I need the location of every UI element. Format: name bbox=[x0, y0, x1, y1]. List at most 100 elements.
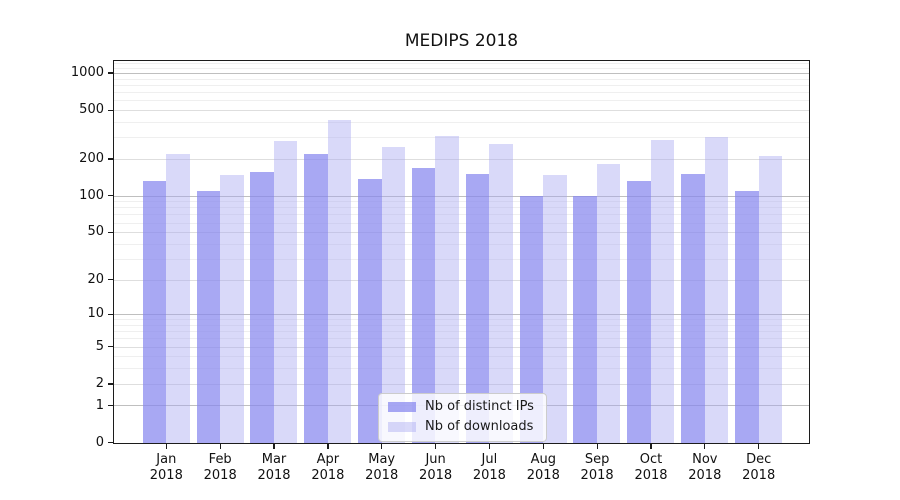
gridline-9 bbox=[113, 319, 809, 321]
gridline-700 bbox=[113, 91, 809, 93]
bar-downloads-jun bbox=[435, 136, 459, 443]
y-tick-label-100: 100 bbox=[79, 187, 104, 203]
legend-label-distinct-ips: Nb of distinct IPs bbox=[425, 399, 534, 414]
legend-item-distinct-ips: Nb of distinct IPs bbox=[388, 400, 534, 414]
gridline-30 bbox=[113, 258, 809, 260]
x-tick-label-mar: Mar 2018 bbox=[257, 452, 291, 483]
x-tick-label-nov: Nov 2018 bbox=[688, 452, 722, 483]
gridline-4 bbox=[113, 356, 809, 358]
x-tick-label-apr: Apr 2018 bbox=[311, 452, 345, 483]
y-tick-label-2: 2 bbox=[95, 375, 104, 391]
y-tick-mark-50 bbox=[107, 231, 113, 233]
gridline-600 bbox=[113, 100, 809, 102]
y-tick-label-10: 10 bbox=[87, 306, 104, 322]
gridline-7 bbox=[113, 331, 809, 333]
x-tick-label-feb: Feb 2018 bbox=[203, 452, 237, 483]
x-tick-mark-feb bbox=[219, 444, 221, 449]
y-tick-mark-5 bbox=[107, 346, 113, 348]
gridline-400 bbox=[113, 121, 809, 123]
bar-downloads-dec bbox=[758, 155, 782, 443]
bar-downloads-feb bbox=[220, 174, 244, 443]
bar-downloads-aug bbox=[543, 174, 567, 443]
x-tick-mark-oct bbox=[650, 444, 652, 449]
x-tick-mark-may bbox=[381, 444, 383, 449]
bar-downloads-sep bbox=[596, 164, 621, 443]
gridline-1200 bbox=[113, 63, 809, 65]
x-tick-mark-nov bbox=[704, 444, 706, 449]
y-tick-mark-100 bbox=[107, 195, 113, 197]
gridline-40 bbox=[113, 243, 809, 245]
bar-downloads-mar bbox=[273, 140, 298, 443]
y-tick-label-0: 0 bbox=[95, 434, 104, 450]
y-tick-mark-1 bbox=[107, 405, 113, 407]
gridline-500 bbox=[113, 109, 809, 111]
gridline-200 bbox=[113, 158, 809, 160]
legend-swatch-downloads bbox=[388, 422, 416, 432]
bar-distinct-ips-feb bbox=[196, 190, 220, 443]
x-tick-mark-mar bbox=[273, 444, 275, 449]
x-tick-mark-sep bbox=[596, 444, 598, 449]
gridline-100 bbox=[113, 195, 809, 197]
gridline-800 bbox=[113, 84, 809, 86]
x-tick-mark-aug bbox=[542, 444, 544, 449]
x-tick-label-jun: Jun 2018 bbox=[419, 452, 453, 483]
bar-downloads-nov bbox=[704, 136, 729, 443]
gridline-6 bbox=[113, 338, 809, 340]
bar-distinct-ips-jun bbox=[411, 167, 436, 443]
gridline-3 bbox=[113, 368, 809, 370]
bar-downloads-apr bbox=[327, 119, 352, 443]
x-tick-mark-jun bbox=[434, 444, 437, 449]
y-tick-label-500: 500 bbox=[79, 102, 104, 118]
x-tick-mark-apr bbox=[327, 444, 329, 449]
gridline-70 bbox=[113, 214, 809, 216]
plot-area bbox=[112, 59, 810, 444]
y-tick-mark-0 bbox=[107, 442, 113, 444]
x-tick-mark-dec bbox=[758, 444, 760, 449]
chart-title: MEDIPS 2018 bbox=[404, 31, 519, 51]
bar-distinct-ips-apr bbox=[304, 153, 328, 443]
bar-distinct-ips-mar bbox=[250, 171, 274, 443]
y-tick-mark-2 bbox=[107, 383, 113, 385]
x-tick-label-sep: Sep 2018 bbox=[580, 452, 614, 483]
x-tick-label-jan: Jan 2018 bbox=[149, 452, 183, 483]
gridline-20 bbox=[113, 279, 809, 281]
y-tick-label-5: 5 bbox=[95, 338, 104, 354]
x-tick-label-aug: Aug 2018 bbox=[526, 452, 560, 483]
gridline-300 bbox=[113, 137, 809, 139]
gridline-1100 bbox=[113, 67, 809, 69]
bar-distinct-ips-may bbox=[358, 179, 382, 443]
bar-downloads-jul bbox=[489, 144, 513, 443]
gridline-80 bbox=[113, 207, 809, 209]
bar-distinct-ips-jul bbox=[465, 174, 490, 443]
y-tick-mark-1000 bbox=[107, 72, 113, 74]
y-tick-mark-10 bbox=[107, 313, 113, 316]
gridline-900 bbox=[113, 78, 809, 80]
x-tick-label-dec: Dec 2018 bbox=[742, 452, 776, 483]
gridline-10 bbox=[113, 314, 809, 316]
bar-downloads-jan bbox=[166, 153, 190, 443]
y-tick-label-1000: 1000 bbox=[70, 65, 104, 80]
bar-distinct-ips-aug bbox=[519, 196, 544, 443]
y-tick-mark-20 bbox=[107, 279, 113, 281]
bar-distinct-ips-nov bbox=[681, 173, 705, 443]
y-tick-mark-200 bbox=[107, 158, 113, 160]
bar-distinct-ips-jan bbox=[142, 180, 167, 443]
y-tick-label-1: 1 bbox=[95, 397, 104, 413]
bar-distinct-ips-dec bbox=[735, 190, 759, 443]
bar-distinct-ips-oct bbox=[627, 180, 651, 443]
gridline-1000 bbox=[113, 72, 809, 74]
x-tick-mark-jan bbox=[165, 444, 167, 449]
gridline-8 bbox=[113, 324, 809, 326]
legend-item-downloads: Nb of downloads bbox=[388, 420, 534, 434]
bar-downloads-may bbox=[381, 146, 405, 443]
bar-distinct-ips-sep bbox=[573, 196, 597, 443]
y-tick-label-50: 50 bbox=[87, 224, 104, 240]
legend: Nb of distinct IPs Nb of downloads bbox=[378, 393, 547, 442]
y-tick-label-20: 20 bbox=[87, 271, 104, 287]
gridline-90 bbox=[113, 201, 809, 203]
x-tick-mark-jul bbox=[488, 444, 491, 449]
gridline-60 bbox=[113, 222, 809, 224]
gridline-50 bbox=[113, 232, 809, 234]
x-tick-label-oct: Oct 2018 bbox=[634, 452, 668, 483]
